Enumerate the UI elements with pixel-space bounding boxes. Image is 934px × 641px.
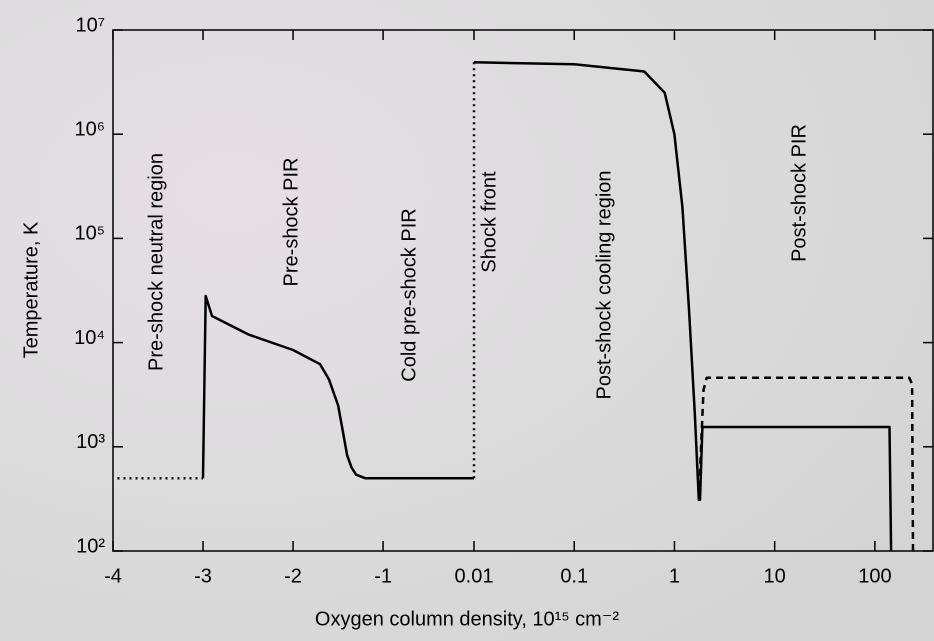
y-tick-label: 10⁶ xyxy=(75,118,105,140)
y-tick-label: 10⁵ xyxy=(74,223,105,245)
y-tick-label: 10³ xyxy=(76,431,105,453)
y-tick-label: 10² xyxy=(76,535,105,557)
y-tick-label: 10⁴ xyxy=(74,327,105,349)
x-tick-label: -4 xyxy=(104,565,122,587)
x-tick-label: -1 xyxy=(374,565,392,587)
x-tick-label: -2 xyxy=(284,565,302,587)
region-label: Shock front xyxy=(478,171,500,273)
region-label: Cold pre-shock PIR xyxy=(398,208,420,381)
region-label: Post-shock PIR xyxy=(788,124,810,262)
x-tick-label: -3 xyxy=(194,565,212,587)
y-tick-label: 10⁷ xyxy=(76,14,105,36)
x-tick-label: 0.1 xyxy=(560,565,588,587)
series-line xyxy=(201,294,474,480)
x-tick-label: 1 xyxy=(669,565,680,587)
region-label: Post-shock cooling region xyxy=(593,170,615,399)
region-label: Pre-shock PIR xyxy=(280,158,302,287)
region-label: Pre-shock neutral region xyxy=(145,153,167,371)
x-tick-label: 100 xyxy=(858,565,891,587)
x-tick-label: 0.01 xyxy=(455,565,494,587)
y-axis-label: Temperature, K xyxy=(20,221,42,358)
x-tick-label: 10 xyxy=(764,565,786,587)
x-axis-label: Oxygen column density, 10¹⁵ cm⁻² xyxy=(315,608,619,630)
plot-frame xyxy=(112,29,934,552)
